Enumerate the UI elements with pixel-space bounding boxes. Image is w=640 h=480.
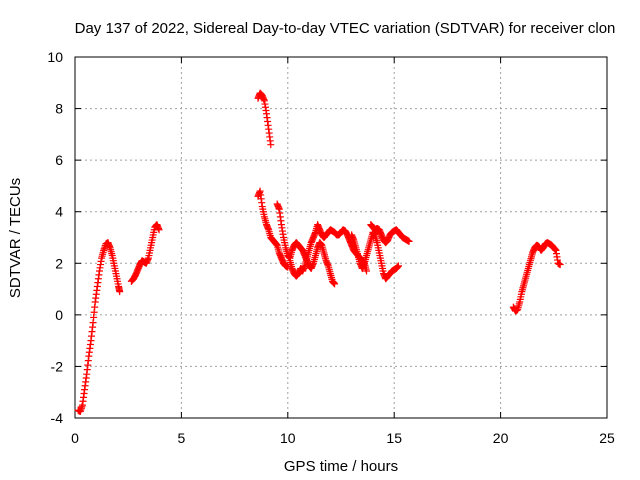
data-point — [116, 288, 124, 296]
y-tick-label: -2 — [51, 358, 64, 374]
data-series — [74, 89, 564, 416]
data-point — [267, 141, 275, 149]
series-arc-7 — [348, 228, 402, 283]
series-arc-4 — [254, 187, 292, 271]
x-tick-label: 0 — [71, 430, 79, 446]
x-tick-label: 10 — [280, 430, 296, 446]
y-tick-label: 4 — [55, 204, 63, 220]
x-tick-label: 5 — [178, 430, 186, 446]
y-axis-label: SDTVAR / TECUs — [7, 178, 24, 298]
data-point — [405, 237, 413, 245]
y-tick-label: 8 — [55, 101, 63, 117]
data-point — [556, 261, 564, 269]
data-point — [331, 280, 339, 288]
grid — [75, 57, 607, 418]
x-axis-label: GPS time / hours — [284, 458, 398, 475]
chart-title: Day 137 of 2022, Sidereal Day-to-day VTE… — [75, 20, 616, 37]
y-tick-label: 0 — [55, 307, 63, 323]
y-tick-label: 6 — [55, 152, 63, 168]
series-arc-8 — [367, 221, 413, 247]
y-tick-label: 2 — [55, 255, 63, 271]
series-arc-5 — [273, 200, 339, 288]
data-point — [394, 262, 402, 270]
series-arc-3 — [254, 89, 275, 149]
series-arc-1 — [74, 239, 124, 416]
x-tick-label: 20 — [493, 430, 509, 446]
x-tick-label: 15 — [386, 430, 402, 446]
data-point — [155, 226, 163, 234]
y-tick-label: -4 — [51, 410, 64, 426]
axis-ticks: 0 5 10 15 20 25 -4 -2 0 2 4 6 8 10 — [47, 49, 615, 446]
series-arc-2 — [127, 221, 163, 285]
x-tick-label: 25 — [599, 430, 615, 446]
y-tick-label: 10 — [47, 49, 63, 65]
plot-frame — [74, 56, 608, 419]
data-point — [363, 267, 371, 275]
series-arc-9 — [509, 239, 564, 315]
